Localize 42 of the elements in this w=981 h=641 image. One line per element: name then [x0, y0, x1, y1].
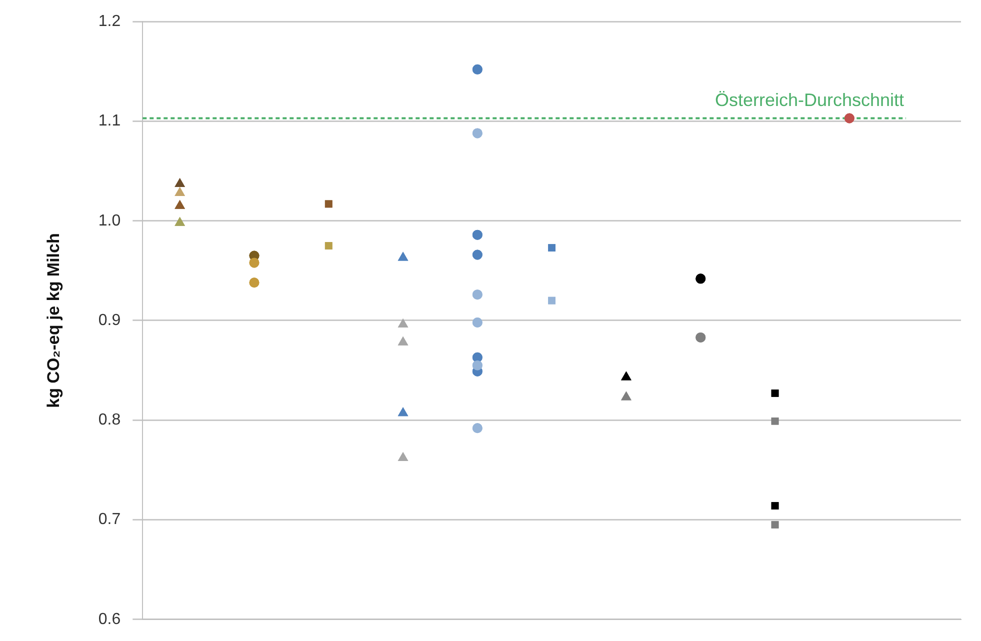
point: [696, 332, 706, 342]
point: [398, 408, 408, 416]
point: [621, 392, 632, 400]
point: [696, 274, 706, 284]
y-tick-label: 0.9: [98, 312, 121, 329]
y-tick-label: 1.0: [98, 212, 121, 230]
point: [324, 200, 332, 208]
point: [175, 200, 185, 209]
y-tick-label: 1.1: [98, 112, 121, 130]
point: [249, 258, 260, 268]
point: [249, 278, 260, 288]
point: [175, 217, 185, 226]
point: [398, 452, 408, 461]
point: [472, 360, 482, 370]
point: [771, 390, 779, 397]
ref-line-label: Österreich-Durchschnitt: [714, 90, 904, 110]
point: [548, 296, 556, 304]
point: [472, 352, 482, 362]
point: [175, 178, 185, 188]
point: [175, 187, 185, 196]
point: [472, 128, 482, 138]
y-tick-label: 0.6: [98, 610, 121, 628]
point: [472, 64, 482, 74]
point: [771, 521, 779, 528]
y-tick-label: 1.2: [98, 13, 121, 30]
point: [398, 252, 408, 261]
point: [398, 336, 408, 346]
point: [472, 317, 482, 328]
y-axis-title: kg CO₂-eq je kg Milch: [44, 233, 63, 408]
point: [472, 250, 482, 260]
point: [844, 113, 854, 124]
y-tick-label: 0.8: [98, 412, 121, 429]
point: [472, 230, 482, 240]
point: [771, 502, 779, 510]
point: [771, 417, 779, 425]
point: [398, 318, 408, 328]
point: [472, 423, 482, 434]
point: [621, 372, 632, 380]
point: [548, 244, 556, 252]
point: [324, 242, 332, 250]
point: [472, 290, 482, 300]
y-tick-label: 0.7: [98, 511, 121, 528]
